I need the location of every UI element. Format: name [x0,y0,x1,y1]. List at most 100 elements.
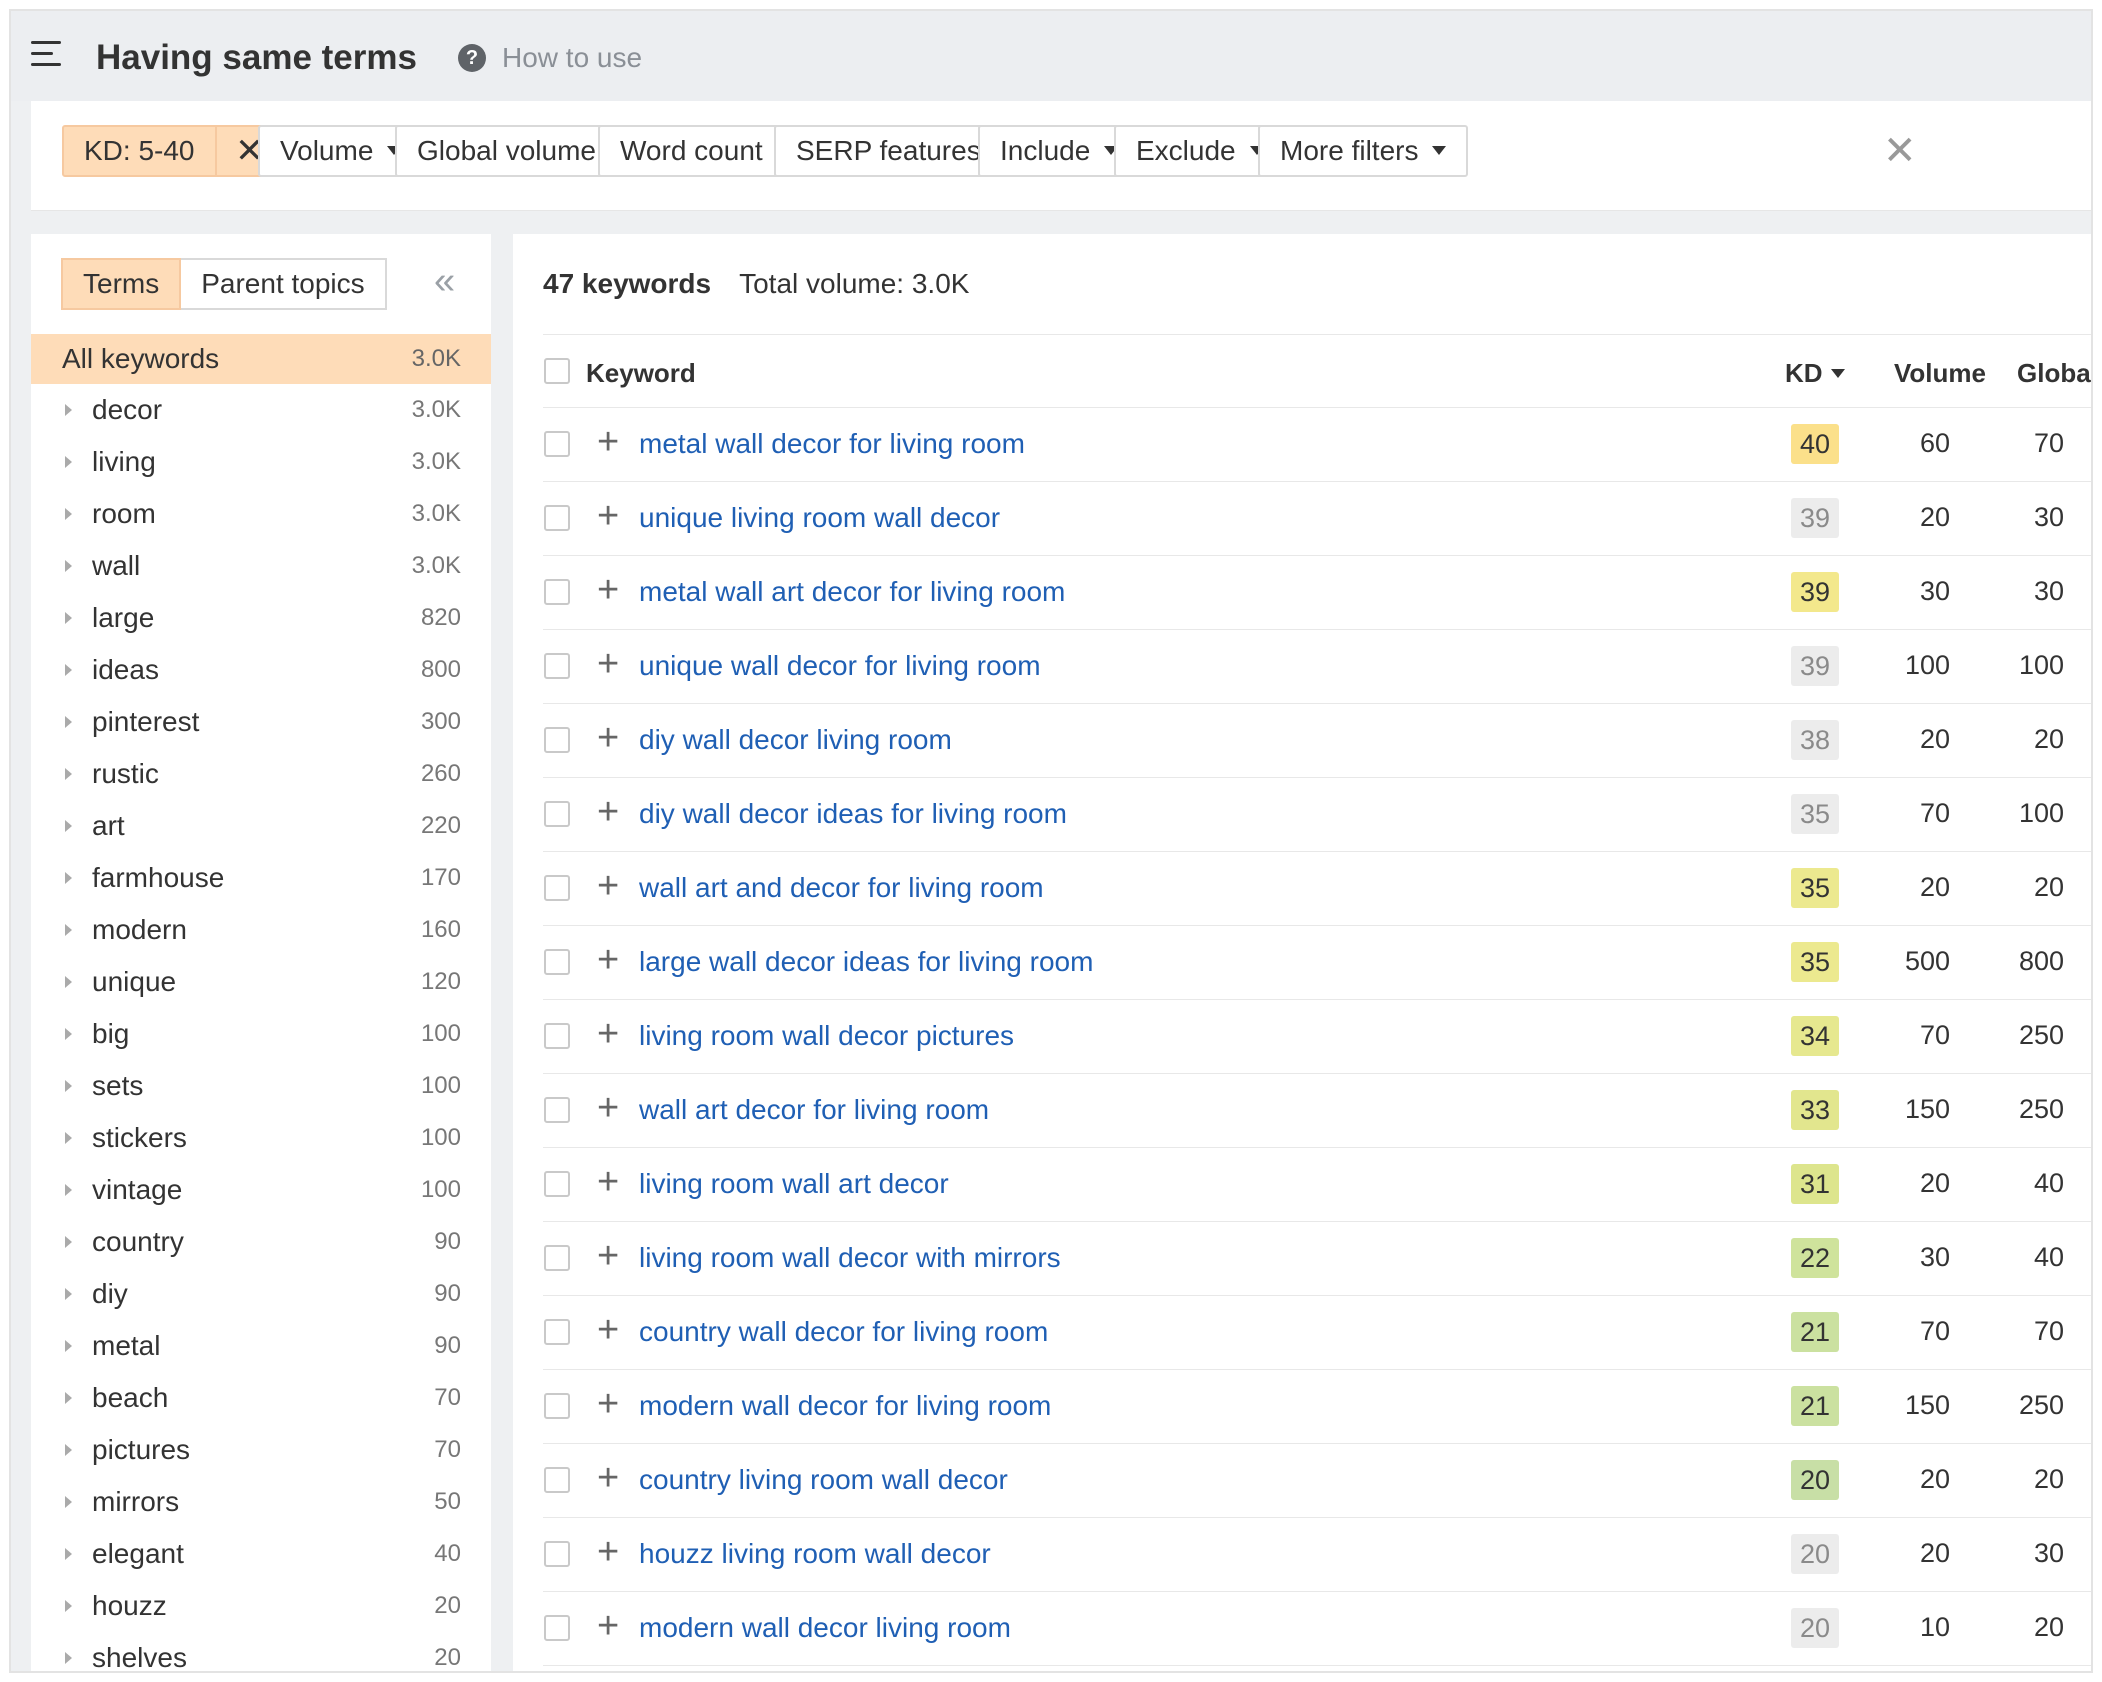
keyword-link[interactable]: modern wall decor for living room [639,1390,1052,1421]
keyword-column-header[interactable]: Keyword [586,358,696,388]
kd-column-header[interactable]: KD [1785,358,1845,389]
expand-triangle-icon[interactable] [65,1652,72,1664]
keyword-link[interactable]: living room wall art decor [639,1168,949,1199]
add-to-list-icon[interactable]: + [597,495,620,537]
row-checkbox[interactable] [544,1467,570,1493]
sidebar-term-item[interactable]: country 90 [31,1216,491,1268]
expand-triangle-icon[interactable] [65,1600,72,1612]
keyword-link[interactable]: wall art decor for living room [639,1094,990,1125]
expand-triangle-icon[interactable] [65,1548,72,1560]
keyword-link[interactable]: country living room wall decor [639,1464,1008,1495]
add-to-list-icon[interactable]: + [597,1383,620,1425]
volume-column-header[interactable]: Volume [1894,358,1986,388]
expand-triangle-icon[interactable] [65,1392,72,1404]
add-to-list-icon[interactable]: + [597,1457,620,1499]
sidebar-term-item[interactable]: modern 160 [31,904,491,956]
row-checkbox[interactable] [544,1319,570,1345]
sidebar-term-item[interactable]: big 100 [31,1008,491,1060]
sidebar-term-item[interactable]: wall 3.0K [31,540,491,592]
expand-triangle-icon[interactable] [65,664,72,676]
sidebar-term-item[interactable]: decor 3.0K [31,384,491,436]
add-to-list-icon[interactable]: + [597,569,620,611]
keyword-link[interactable]: country wall decor for living room [639,1316,1049,1347]
add-to-list-icon[interactable]: + [597,1013,620,1055]
expand-triangle-icon[interactable] [65,612,72,624]
expand-triangle-icon[interactable] [65,1496,72,1508]
expand-triangle-icon[interactable] [65,1340,72,1352]
expand-triangle-icon[interactable] [65,1028,72,1040]
keyword-link[interactable]: unique living room wall decor [639,502,1001,533]
clear-filters-icon[interactable]: ✕ [1883,129,1917,173]
expand-triangle-icon[interactable] [65,820,72,832]
sidebar-term-item[interactable]: sets 100 [31,1060,491,1112]
sidebar-term-item[interactable]: vintage 100 [31,1164,491,1216]
expand-triangle-icon[interactable] [65,1132,72,1144]
expand-triangle-icon[interactable] [65,404,72,416]
sidebar-term-item[interactable]: metal 90 [31,1320,491,1372]
row-checkbox[interactable] [544,431,570,457]
collapse-sidebar-icon[interactable]: « [434,260,456,302]
keyword-link[interactable]: diy wall decor living room [639,724,952,755]
add-to-list-icon[interactable]: + [597,1605,620,1647]
more-filters-button[interactable]: More filters [1258,125,1469,177]
row-checkbox[interactable] [544,1393,570,1419]
hamburger-menu-icon[interactable] [31,41,61,67]
sidebar-term-item[interactable]: mirrors 50 [31,1476,491,1528]
kd-filter-chip[interactable]: KD: 5-40 ✕ [62,125,285,177]
sidebar-term-item[interactable]: room 3.0K [31,488,491,540]
expand-triangle-icon[interactable] [65,560,72,572]
keyword-link[interactable]: modern wall decor living room [639,1612,1011,1643]
keyword-link[interactable]: houzz living room wall decor [639,1538,991,1569]
sidebar-term-item[interactable]: beach 70 [31,1372,491,1424]
add-to-list-icon[interactable]: + [597,865,620,907]
add-to-list-icon[interactable]: + [597,1235,620,1277]
kd-filter-label[interactable]: KD: 5-40 [64,127,217,175]
sidebar-term-item[interactable]: ideas 800 [31,644,491,696]
keyword-link[interactable]: metal wall art decor for living room [639,576,1066,607]
row-checkbox[interactable] [544,727,570,753]
sidebar-item-all-keywords[interactable]: All keywords 3.0K [31,334,491,384]
expand-triangle-icon[interactable] [65,508,72,520]
add-to-list-icon[interactable]: + [597,717,620,759]
keyword-link[interactable]: wall art and decor for living room [639,872,1044,903]
expand-triangle-icon[interactable] [65,716,72,728]
global-column-header[interactable]: Global [2017,358,2093,388]
sidebar-term-item[interactable]: diy 90 [31,1268,491,1320]
sidebar-term-item[interactable]: farmhouse 170 [31,852,491,904]
sidebar-term-item[interactable]: shelves 20 [31,1632,491,1671]
expand-triangle-icon[interactable] [65,1444,72,1456]
keyword-link[interactable]: large wall decor ideas for living room [639,946,1094,977]
tab-parent-topics[interactable]: Parent topics [181,258,387,310]
sidebar-term-item[interactable]: rustic 260 [31,748,491,800]
sidebar-term-item[interactable]: pictures 70 [31,1424,491,1476]
row-checkbox[interactable] [544,579,570,605]
include-filter-button[interactable]: Include [978,125,1141,177]
expand-triangle-icon[interactable] [65,1080,72,1092]
sidebar-term-item[interactable]: houzz 20 [31,1580,491,1632]
keyword-link[interactable]: living room wall decor pictures [639,1020,1015,1051]
sidebar-term-item[interactable]: living 3.0K [31,436,491,488]
row-checkbox[interactable] [544,1023,570,1049]
expand-triangle-icon[interactable] [65,924,72,936]
expand-triangle-icon[interactable] [65,1184,72,1196]
select-all-checkbox[interactable] [544,358,570,384]
add-to-list-icon[interactable]: + [597,1161,620,1203]
add-to-list-icon[interactable]: + [597,1087,620,1129]
row-checkbox[interactable] [544,1245,570,1271]
add-to-list-icon[interactable]: + [597,939,620,981]
expand-triangle-icon[interactable] [65,976,72,988]
keyword-link[interactable]: unique wall decor for living room [639,650,1041,681]
expand-triangle-icon[interactable] [65,1236,72,1248]
expand-triangle-icon[interactable] [65,768,72,780]
expand-triangle-icon[interactable] [65,872,72,884]
sidebar-term-item[interactable]: elegant 40 [31,1528,491,1580]
row-checkbox[interactable] [544,1615,570,1641]
sidebar-term-item[interactable]: large 820 [31,592,491,644]
sidebar-term-item[interactable]: unique 120 [31,956,491,1008]
row-checkbox[interactable] [544,949,570,975]
add-to-list-icon[interactable]: + [597,421,620,463]
row-checkbox[interactable] [544,1541,570,1567]
add-to-list-icon[interactable]: + [597,643,620,685]
question-mark-icon[interactable]: ? [458,44,486,72]
tab-terms[interactable]: Terms [61,258,182,310]
